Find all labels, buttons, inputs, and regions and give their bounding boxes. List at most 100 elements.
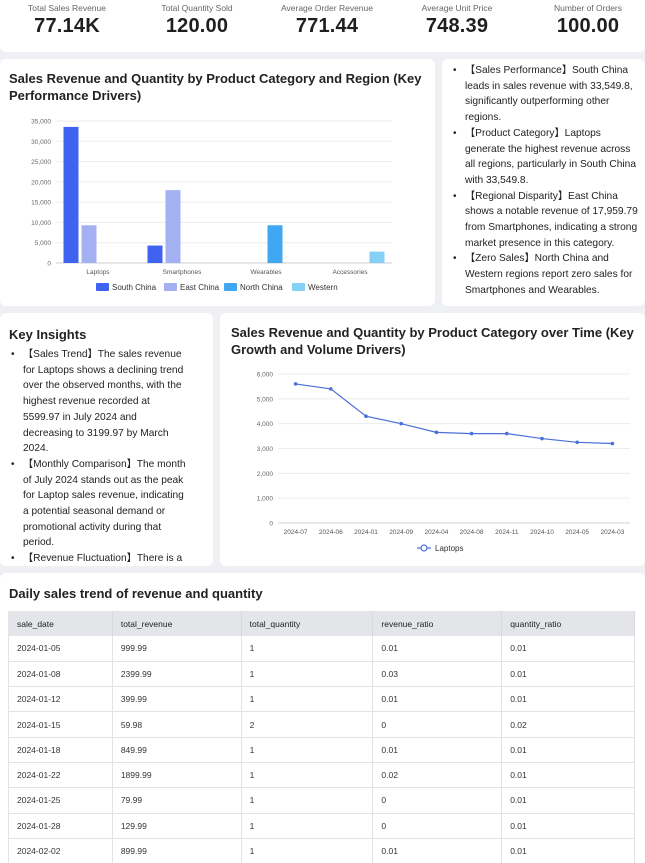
kpi-label: Average Order Revenue <box>281 3 373 13</box>
x-tick-label: Laptops <box>86 269 110 276</box>
legend-swatch <box>164 283 177 291</box>
y-tick-label: 5,000 <box>257 396 274 403</box>
data-point <box>540 436 544 441</box>
x-tick-label: 2024-11 <box>495 529 519 536</box>
legend-swatch <box>224 283 237 291</box>
y-tick-label: 0 <box>47 261 51 268</box>
y-tick-label: 15,000 <box>31 200 51 207</box>
y-tick-label: 30,000 <box>31 139 51 146</box>
bar-western <box>369 251 385 263</box>
x-tick-label: 2024-05 <box>565 529 589 536</box>
table-cell-quantity-ratio: 0.01 <box>501 661 635 688</box>
kpi-total-sales-revenue: Total Sales Revenue 77.14K <box>7 0 127 38</box>
y-tick-label: 10,000 <box>31 220 51 227</box>
y-tick-label: 0 <box>269 521 273 528</box>
y-tick-label: 5,000 <box>35 240 52 247</box>
table-cell-total-quantity: 1 <box>241 813 374 839</box>
y-tick-label: 3,000 <box>257 446 274 453</box>
data-point <box>469 431 474 436</box>
key-insights-card: Key Insights 【Sales Trend】The sales reve… <box>0 313 213 566</box>
table-cell-total-revenue: 2399.99 <box>112 661 242 688</box>
key-insights-list: 【Sales Trend】The sales revenue for Lapto… <box>9 347 189 566</box>
data-point <box>505 431 509 436</box>
legend-label: East China <box>180 283 220 292</box>
kpi-label: Average Unit Price <box>421 3 493 13</box>
data-point <box>293 382 298 386</box>
y-tick-label: 2,000 <box>257 471 274 478</box>
legend-label: Western <box>308 283 338 292</box>
table-cell-quantity-ratio: 0.01 <box>501 762 635 789</box>
series-line-laptops <box>295 383 613 445</box>
data-point <box>329 387 333 391</box>
table-cell-revenue-ratio: 0.01 <box>372 636 503 662</box>
table-cell-sale-date: 2024-01-25 <box>8 787 113 814</box>
x-tick-label: 2024-01 <box>354 529 378 536</box>
table-row: 2024-01-28 129.99 1 0 0.01 <box>8 813 635 839</box>
table-cell-total-revenue: 59.98 <box>112 711 242 738</box>
table-cell-quantity-ratio: 0.01 <box>501 686 635 713</box>
kpi-average-order-revenue: Average Order Revenue 771.44 <box>267 0 387 38</box>
table-cell-sale-date: 2024-01-12 <box>8 686 113 713</box>
y-tick-label: 35,000 <box>31 119 51 126</box>
x-tick-label: 2024-07 <box>284 529 308 536</box>
x-tick-label: 2024-10 <box>530 529 554 536</box>
insight-item: 【Regional Disparity】East China shows a n… <box>451 189 643 252</box>
table-cell-revenue-ratio: 0.02 <box>372 762 503 789</box>
table-cell-total-revenue: 999.99 <box>112 636 242 662</box>
table-title: Daily sales trend of revenue and quantit… <box>9 586 263 601</box>
bar-east-china <box>165 190 181 263</box>
table-cell-revenue-ratio: 0 <box>372 787 503 814</box>
table-body: 2024-01-05 999.99 1 0.01 0.01 2024-01-08 2399.… <box>8 636 635 863</box>
y-tick-label: 6,000 <box>257 372 274 379</box>
table-cell-quantity-ratio: 0.01 <box>501 737 635 763</box>
daily-sales-table: sale_date total_revenue total_quantity r… <box>8 611 635 863</box>
right-insights-list: 【Sales Performance】South China leads in … <box>451 63 643 299</box>
table-row: 2024-01-08 2399.99 1 0.03 0.01 <box>8 661 635 688</box>
table-cell-revenue-ratio: 0 <box>372 813 503 839</box>
kpi-value: 771.44 <box>295 15 359 37</box>
column-header-total-quantity[interactable]: total_quantity <box>241 611 374 636</box>
table-cell-total-quantity: 2 <box>241 711 374 738</box>
data-point <box>399 421 403 426</box>
table-cell-total-revenue: 79.99 <box>112 787 242 814</box>
bar-north-china <box>267 225 283 263</box>
y-tick-label: 1,000 <box>257 496 274 503</box>
table-cell-quantity-ratio: 0.02 <box>501 711 635 738</box>
kpi-number-of-orders: Number of Orders 100.00 <box>528 0 645 38</box>
table-cell-total-revenue: 399.99 <box>112 686 242 713</box>
table-row: 2024-01-05 999.99 1 0.01 0.01 <box>8 636 635 662</box>
table-row: 2024-01-12 399.99 1 0.01 0.01 <box>8 686 635 713</box>
table-cell-total-quantity: 1 <box>241 686 374 713</box>
table-cell-revenue-ratio: 0.01 <box>372 737 503 763</box>
data-point <box>610 441 615 446</box>
bar-south-china <box>147 245 163 263</box>
table-cell-revenue-ratio: 0.01 <box>372 686 503 713</box>
key-insights-title: Key Insights <box>9 327 87 342</box>
table-cell-total-quantity: 1 <box>241 661 374 688</box>
x-tick-label: Smartphones <box>163 269 202 276</box>
legend-label: North China <box>240 283 283 292</box>
data-point <box>575 440 579 445</box>
table-cell-quantity-ratio: 0.01 <box>501 838 635 863</box>
table-cell-sale-date: 2024-01-28 <box>8 813 113 839</box>
table-cell-sale-date: 2024-01-22 <box>8 762 113 789</box>
kpi-value: 77.14K <box>34 15 100 37</box>
table-cell-sale-date: 2024-01-15 <box>8 711 113 738</box>
table-row: 2024-01-22 1899.99 1 0.02 0.01 <box>8 762 635 789</box>
column-header-revenue-ratio[interactable]: revenue_ratio <box>372 611 503 636</box>
x-tick-label: 2024-09 <box>389 529 413 536</box>
table-row: 2024-01-25 79.99 1 0 0.01 <box>8 787 635 814</box>
table-row: 2024-02-02 899.99 1 0.01 0.01 <box>8 838 635 863</box>
column-header-quantity-ratio[interactable]: quantity_ratio <box>501 611 635 636</box>
x-tick-label: 2024-06 <box>319 529 343 536</box>
table-cell-total-quantity: 1 <box>241 838 374 863</box>
kpi-value: 100.00 <box>556 15 620 37</box>
table-cell-quantity-ratio: 0.01 <box>501 813 635 839</box>
table-cell-sale-date: 2024-02-02 <box>8 838 113 863</box>
table-wrapper[interactable]: sale_date total_revenue total_quantity r… <box>8 611 635 863</box>
column-header-sale-date[interactable]: sale_date <box>8 611 113 636</box>
y-tick-label: 4,000 <box>257 421 274 428</box>
table-cell-total-revenue: 849.99 <box>112 737 242 763</box>
column-header-total-revenue[interactable]: total_revenue <box>112 611 242 636</box>
table-cell-total-revenue: 1899.99 <box>112 762 242 789</box>
